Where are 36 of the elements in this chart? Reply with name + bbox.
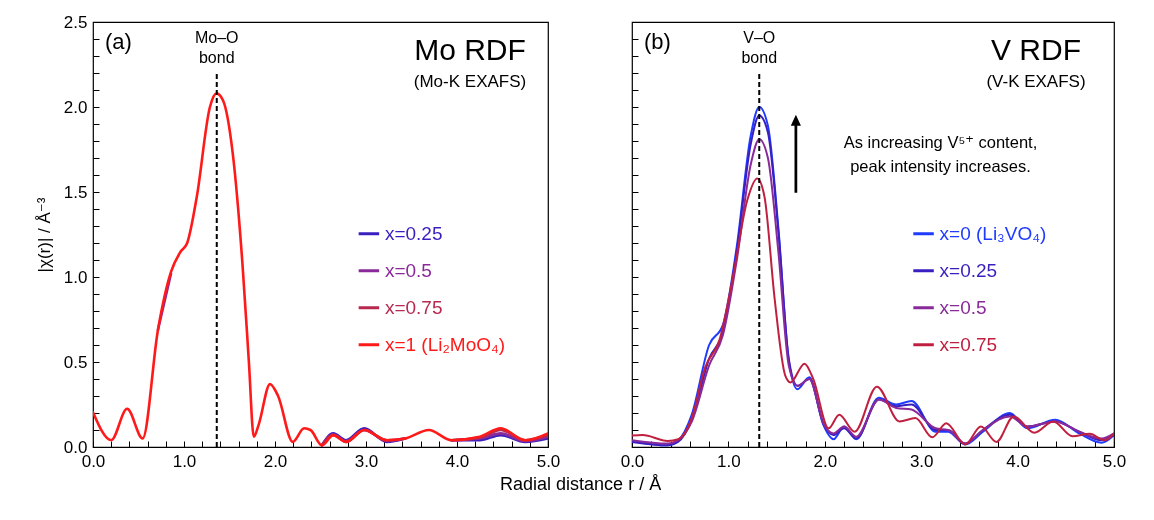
x-tick-label: 0.0 (620, 451, 645, 471)
x-tick-label: 2.0 (813, 451, 838, 471)
x-tick-label: 3.0 (909, 451, 934, 471)
annotation: (a) (105, 29, 132, 54)
line-series (93, 92, 548, 447)
x-tick-label: 1.0 (172, 451, 197, 471)
x-tick-label: 3.0 (354, 451, 379, 471)
legend-label: x=0.75 (939, 333, 998, 355)
ref-line-label: V–O bond (741, 29, 778, 66)
chart-title: Mo RDF (414, 33, 526, 66)
y-tick-label: 1.5 (63, 182, 88, 202)
y-axis-title: |χ(r)| / Å⁻³ (34, 197, 54, 273)
legend-label: x=1 (Li₂MoO₄) (384, 333, 506, 355)
legend-label: x=0 (Li₃VO₄) (939, 222, 1047, 244)
text: (Mo-K EXAFS) (413, 72, 527, 91)
y-tick-label: 0.5 (63, 352, 88, 372)
x-tick-label: 5.0 (536, 451, 561, 471)
x-tick-label: 1.0 (717, 451, 741, 471)
legend-label: x=0.25 (384, 222, 443, 244)
ref-line-label: Mo–O bond (194, 29, 239, 66)
legend-label: x=0.75 (384, 296, 443, 318)
legend-label: x=0.5 (939, 296, 987, 318)
annotation: As increasing V⁵⁺ content, peak intensity increases. (843, 132, 1038, 175)
y-tick-label: 2.0 (63, 97, 88, 117)
x-tick-label: 4.0 (445, 451, 470, 471)
x-tick-label: 2.0 (263, 451, 288, 471)
chart-title: V RDF (991, 33, 1081, 66)
y-tick-label: 1.0 (63, 267, 88, 287)
x-axis-title: Radial distance r / Å (500, 473, 662, 494)
legend-label: x=0.5 (384, 259, 432, 281)
y-tick-label: 2.5 (63, 12, 88, 32)
legend-label: x=0.25 (939, 259, 998, 281)
x-tick-label: 4.0 (1006, 451, 1030, 471)
text: (V-K EXAFS) (986, 72, 1086, 91)
x-tick-label: 5.0 (1102, 451, 1127, 471)
annotation: (b) (644, 29, 671, 54)
